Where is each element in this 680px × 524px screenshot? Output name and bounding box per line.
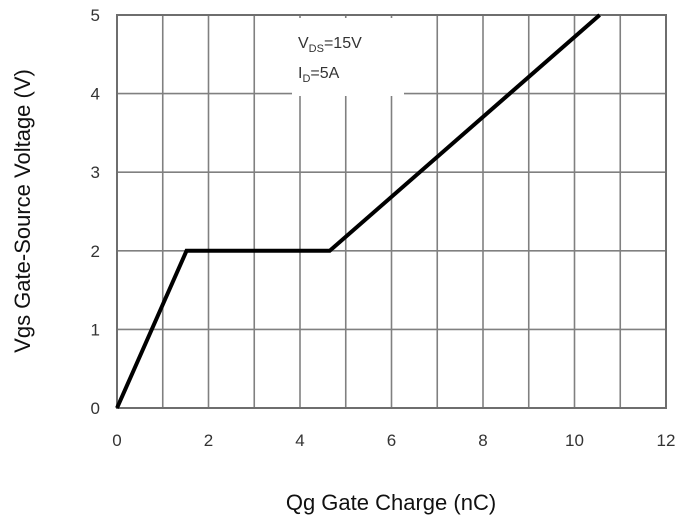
x-tick-label: 8	[478, 431, 487, 450]
plot-frame	[116, 14, 667, 409]
annotation-vds-main: V	[298, 35, 309, 52]
y-tick-label: 2	[91, 242, 100, 261]
annotation-background	[292, 18, 404, 96]
x-tick-label: 4	[295, 431, 304, 450]
y-tick-label: 1	[91, 320, 100, 339]
y-tick-label: 5	[91, 6, 100, 25]
y-tick-labels: 0 1 2 3 4 5	[91, 6, 100, 418]
annotation-vds-sub: DS	[309, 43, 324, 55]
series-line	[115, 13, 601, 409]
y-axis-title: Vgs Gate-Source Voltage (V)	[10, 69, 35, 353]
annotation-id-sub: D	[302, 73, 310, 85]
annotation-id: ID=5A	[298, 65, 340, 85]
x-tick-label: 10	[565, 431, 584, 450]
plot-border	[116, 14, 667, 409]
series-layer	[115, 13, 601, 409]
y-tick-label: 3	[91, 163, 100, 182]
annotation-id-main: I	[298, 65, 302, 82]
x-axis-title: Qg Gate Charge (nC)	[286, 490, 496, 515]
x-tick-labels: 0 2 4 6 8 10 12	[112, 431, 675, 450]
x-tick-label: 6	[387, 431, 396, 450]
x-tick-label: 0	[112, 431, 121, 450]
x-tick-label: 2	[204, 431, 213, 450]
annotation-id-rest: =5A	[310, 65, 339, 82]
y-tick-label: 4	[91, 85, 100, 104]
x-tick-label: 12	[657, 431, 676, 450]
annotation-vds: VDS=15V	[298, 35, 362, 55]
annotation-vds-rest: =15V	[324, 35, 362, 52]
y-tick-label: 0	[91, 399, 100, 418]
